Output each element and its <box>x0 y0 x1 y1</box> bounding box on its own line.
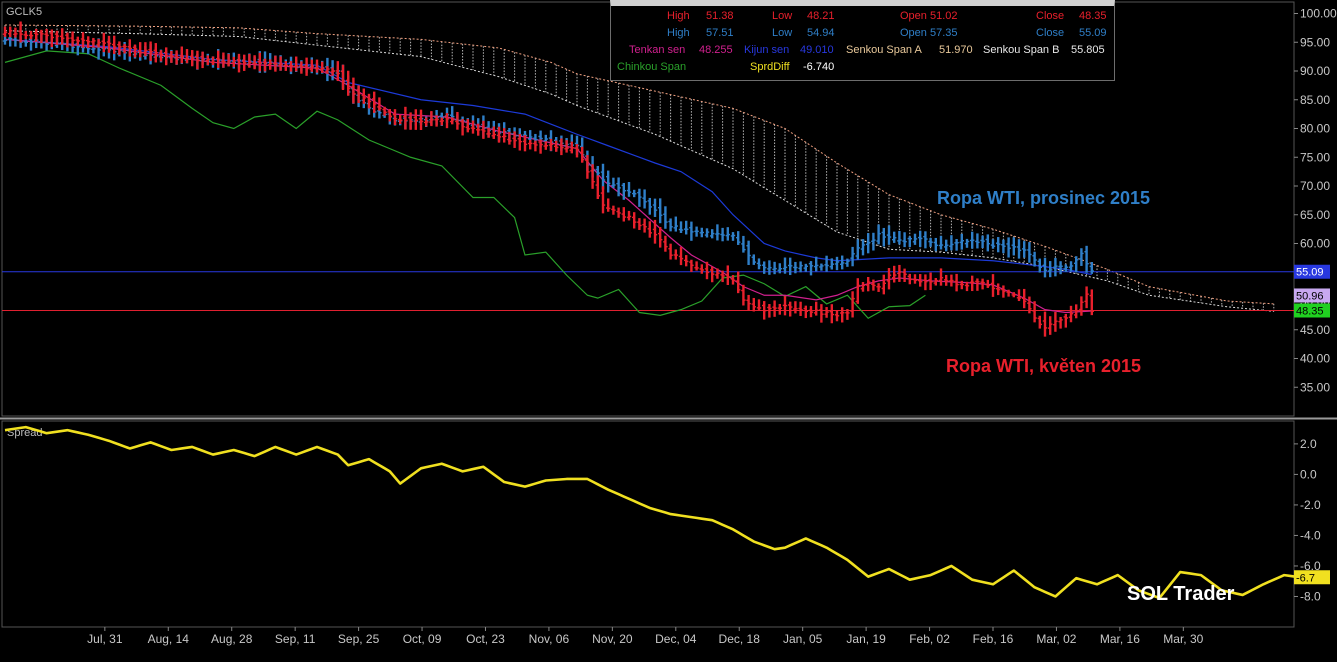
annotation-may-2015: Ropa WTI, květen 2015 <box>946 356 1142 376</box>
x-tick-label: Mar, 16 <box>1100 632 1140 646</box>
red-close-label: Close <box>1036 10 1065 22</box>
y-tick-label: 2.0 <box>1300 437 1317 451</box>
blue-close-value: 55.09 <box>1079 27 1107 39</box>
x-tick-label: Dec, 04 <box>655 632 697 646</box>
blue-high-value: 57.51 <box>706 27 734 39</box>
y-tick-label: 65.00 <box>1300 208 1330 222</box>
price-tag-label: 50.96 <box>1296 290 1324 302</box>
span-a-label: Senkou Span A <box>846 44 922 56</box>
chinkou-label: Chinkou Span <box>617 61 687 73</box>
x-tick-label: Aug, 14 <box>148 632 190 646</box>
kijun-label: Kijun sen <box>744 44 790 56</box>
blue-low-value: 54.94 <box>807 27 835 39</box>
x-tick-label: Nov, 20 <box>592 632 633 646</box>
blue-high-label: High <box>667 27 690 39</box>
x-tick-label: Jan, 05 <box>783 632 823 646</box>
y-tick-label: -4.0 <box>1300 528 1321 542</box>
y-tick-label: 80.00 <box>1300 122 1330 136</box>
red-open-value: 51.02 <box>930 10 958 22</box>
y-tick-label: 85.00 <box>1300 93 1330 107</box>
y-tick-label: 90.00 <box>1300 64 1330 78</box>
red-high-value: 51.38 <box>706 10 734 22</box>
axes: 100.00 95.00 90.00 85.00 80.00 75.00 70.00 65.0… <box>87 7 1337 647</box>
y-tick-label: 45.00 <box>1300 323 1330 337</box>
x-tick-label: Oct, 09 <box>403 632 442 646</box>
tenkan-value: 48.255 <box>699 44 733 56</box>
price-tag-label: 55.09 <box>1296 267 1324 279</box>
x-tick-label: Dec, 18 <box>719 632 761 646</box>
red-low-value: 48.21 <box>807 10 835 22</box>
y-tick-label: 0.0 <box>1300 467 1317 481</box>
brand-sol-trader: SOL Trader <box>1127 583 1235 605</box>
x-tick-label: Feb, 16 <box>973 632 1014 646</box>
red-close-value: 48.35 <box>1079 10 1107 22</box>
y-tick-label: -8.0 <box>1300 589 1321 603</box>
price-tag <box>1294 288 1330 303</box>
x-tick-label: Oct, 23 <box>466 632 505 646</box>
y-tick-label: 75.00 <box>1300 150 1330 164</box>
senkou-span-a-line <box>4 24 1274 305</box>
y-tick-label: 95.00 <box>1300 35 1330 49</box>
x-tick-label: Sep, 25 <box>338 632 380 646</box>
x-tick-label: Jul, 31 <box>87 632 123 646</box>
y-tick-label: -6.0 <box>1300 559 1321 573</box>
y-tick-label: 100.00 <box>1300 7 1337 21</box>
y-tick-label: -2.0 <box>1300 498 1321 512</box>
sprddiff-value: -6.740 <box>803 61 835 73</box>
y-tick-label: 70.00 <box>1300 179 1330 193</box>
blue-open-value: 57.35 <box>930 27 958 39</box>
y-tick-label: 40.00 <box>1300 352 1330 366</box>
main-price-plot <box>2 21 1294 337</box>
x-tick-label: Aug, 28 <box>211 632 253 646</box>
annotation-dec-2015: Ropa WTI, prosinec 2015 <box>937 188 1151 208</box>
symbol-label: GCLK5 <box>6 6 42 18</box>
price-tag <box>1294 570 1330 585</box>
blue-close-label: Close <box>1036 27 1065 39</box>
price-tag <box>1294 264 1330 279</box>
red-open-label: Open <box>900 10 927 22</box>
y-tick-label: 60.00 <box>1300 237 1330 251</box>
x-tick-label: Nov, 06 <box>529 632 570 646</box>
may-2015-bars <box>2 21 1094 337</box>
red-high-label: High <box>667 10 690 22</box>
x-tick-label: Mar, 02 <box>1036 632 1076 646</box>
x-tick-label: Sep, 11 <box>275 632 316 646</box>
y-tick-label: 35.00 <box>1300 380 1330 394</box>
x-tick-label: Feb, 02 <box>909 632 950 646</box>
tenkan-label: Tenkan sen <box>629 44 686 56</box>
sprddiff-label: SprdDiff <box>750 61 790 73</box>
span-b-label: Senkou Span B <box>983 44 1060 56</box>
spread-pane-frame <box>1 420 1295 628</box>
price-tag-label: -6.7 <box>1296 572 1315 584</box>
red-low-label: Low <box>772 10 793 22</box>
x-tick-label: Mar, 30 <box>1163 632 1203 646</box>
ohlc-info-panel: High 51.38 Low 48.21 Open 51.02 Close 48… <box>610 0 1115 81</box>
kijun-value: 49.010 <box>800 44 834 56</box>
span-b-value: 55.805 <box>1071 44 1105 56</box>
senkou-span-b-line <box>4 30 1274 312</box>
span-a-value: 51.970 <box>939 44 973 56</box>
spread-line <box>4 425 1300 600</box>
chinkou-span-line <box>4 50 926 320</box>
blue-low-label: Low <box>772 27 793 39</box>
price-tag <box>1294 303 1330 318</box>
x-tick-label: Jan, 19 <box>846 632 886 646</box>
blue-open-label: Open <box>900 27 927 39</box>
price-tag-label: 48.35 <box>1296 305 1324 317</box>
spread-plot <box>4 425 1300 600</box>
